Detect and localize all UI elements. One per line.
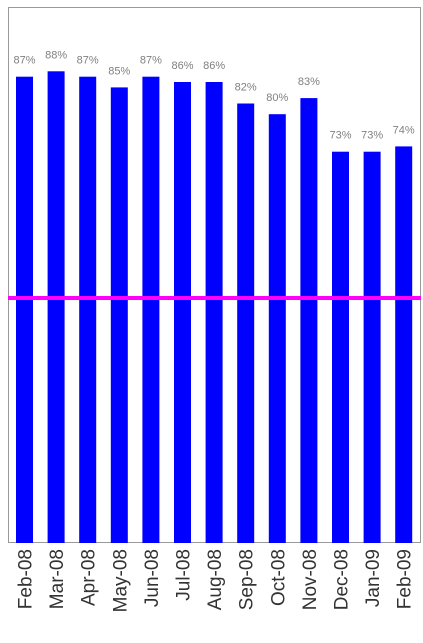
bar-may-08	[110, 87, 128, 544]
data-label-nov-08: 83%	[298, 76, 320, 88]
bar-jan-09	[363, 151, 381, 543]
data-label-oct-08: 80%	[266, 92, 288, 104]
data-label-feb-09: 74%	[393, 124, 415, 136]
data-label-aug-08: 86%	[203, 60, 225, 72]
x-tick-label-sep-08: Sep-08	[237, 549, 258, 610]
bar-apr-08	[79, 76, 97, 543]
bar-jun-08	[142, 76, 160, 543]
x-tick-label-apr-08: Apr-08	[79, 549, 100, 606]
bar-nov-08	[300, 98, 318, 543]
x-tick-label-feb-09: Feb-09	[395, 549, 416, 609]
bar-jul-08	[174, 82, 191, 543]
bar-mar-08	[47, 71, 65, 544]
bar-feb-08	[16, 76, 33, 543]
bar-oct-08	[268, 114, 286, 543]
data-label-feb-08: 87%	[13, 55, 35, 67]
data-label-dec-08: 73%	[329, 130, 351, 142]
x-tick-label-mar-08: Mar-08	[47, 549, 68, 609]
x-tick-label-nov-08: Nov-08	[300, 549, 321, 610]
bar-feb-09	[395, 146, 413, 543]
data-label-jan-09: 73%	[361, 130, 383, 142]
data-label-jun-08: 87%	[140, 55, 162, 67]
x-tick-label-dec-08: Dec-08	[332, 549, 353, 610]
x-tick-label-oct-08: Oct-08	[268, 549, 289, 606]
data-label-sep-08: 82%	[235, 82, 257, 94]
bar-dec-08	[332, 151, 349, 543]
bar-sep-08	[237, 103, 255, 543]
x-tick-label-jul-08: Jul-08	[174, 549, 195, 601]
bar-aug-08	[205, 82, 223, 543]
data-label-may-08: 85%	[108, 65, 130, 77]
data-label-jul-08: 86%	[171, 60, 193, 72]
x-tick-label-jan-09: Jan-09	[363, 549, 384, 607]
data-label-mar-08: 88%	[45, 49, 67, 61]
x-tick-label-may-08: May-08	[110, 549, 131, 612]
data-label-apr-08: 87%	[77, 55, 99, 67]
x-tick-label-aug-08: Aug-08	[205, 549, 226, 610]
x-tick-label-feb-08: Feb-08	[16, 549, 37, 609]
x-tick-label-jun-08: Jun-08	[142, 549, 163, 607]
